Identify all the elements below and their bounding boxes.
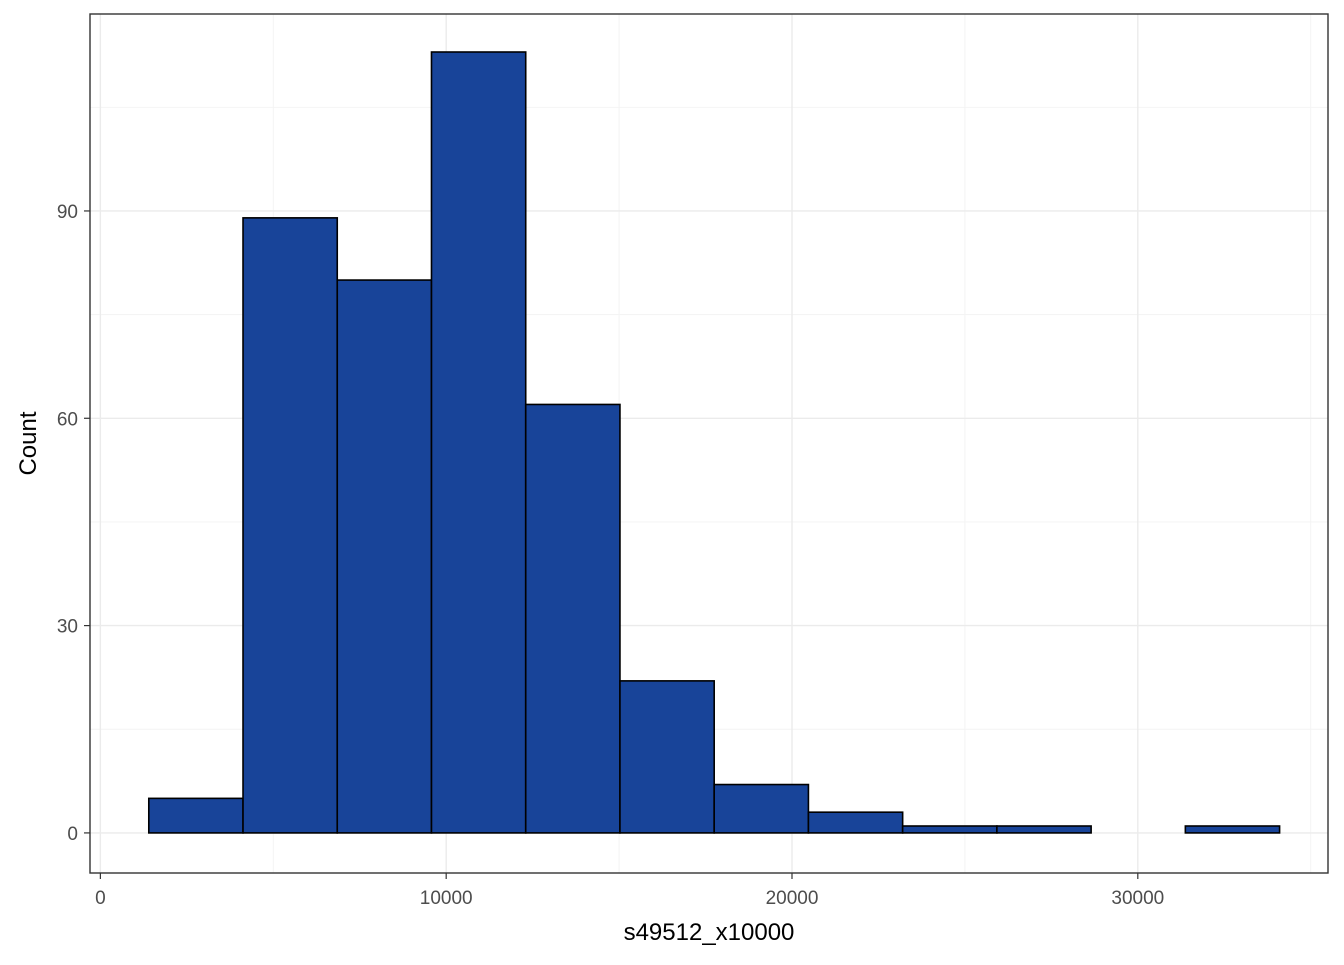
histogram-bar-12 [1184, 825, 1281, 834]
panel-border [89, 13, 1329, 874]
histogram-bar-10 [996, 825, 1092, 834]
histogram-bar-5 [524, 403, 621, 834]
y-tick-label: 60 [57, 409, 78, 430]
ticks-layer: 0 10000 20000 30000 0 30 60 90 [57, 202, 1164, 909]
y-tick-label: 30 [57, 617, 78, 638]
x-tick-label: 30000 [1111, 888, 1164, 909]
y-axis-title: Count [15, 411, 42, 475]
histogram-bar-8 [807, 811, 904, 834]
bars-layer [147, 51, 1281, 834]
x-tick-label: 20000 [766, 888, 819, 909]
y-tick-label: 0 [67, 824, 78, 845]
histogram-bar-6 [619, 680, 715, 834]
x-axis-title: s49512_x10000 [624, 919, 795, 946]
histogram-bar-9 [901, 825, 998, 834]
histogram-bar-3 [336, 279, 433, 834]
y-tick-label: 90 [57, 202, 78, 223]
histogram-bar-1 [147, 797, 244, 834]
x-tick-label: 0 [95, 888, 106, 909]
histogram-bar-2 [242, 217, 339, 834]
x-tick-label: 10000 [420, 888, 473, 909]
histogram-bar-4 [430, 51, 527, 834]
histogram-bar-7 [713, 783, 810, 834]
